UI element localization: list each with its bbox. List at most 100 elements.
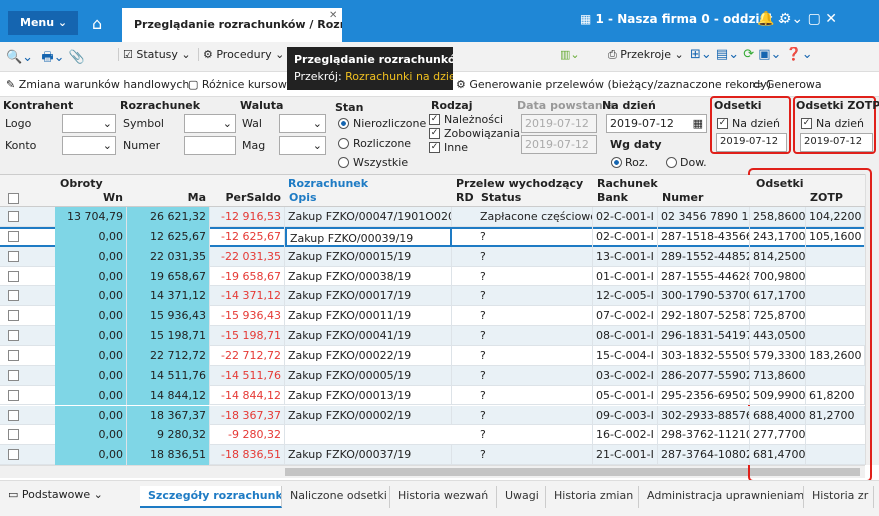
statusy-button[interactable]: ☑ Statusy ⌄ <box>118 48 191 61</box>
grid-row[interactable] <box>0 405 865 426</box>
row-checkbox[interactable] <box>8 349 19 361</box>
bottom-tab[interactable]: Naliczone odsetki <box>282 486 390 508</box>
column-header[interactable]: Bank <box>597 191 628 204</box>
grid-cell: 01-C-001-I <box>593 266 658 287</box>
action[interactable]: ▢ Różnice kursowe <box>188 78 294 91</box>
grid-row[interactable] <box>0 345 865 366</box>
radio[interactable] <box>338 138 349 149</box>
checkbox[interactable]: ✓ <box>429 128 440 139</box>
grid-cell: 14 371,12 <box>127 286 210 307</box>
grid-cell: 0,00 <box>55 326 127 346</box>
column-header[interactable]: Status <box>481 191 522 204</box>
radio[interactable] <box>611 157 622 168</box>
radio[interactable] <box>338 157 349 168</box>
column-header[interactable]: Opis <box>289 191 317 204</box>
bottom-tab[interactable]: Historia zr <box>804 486 874 508</box>
grid-cell <box>452 247 477 267</box>
symbol-select[interactable]: ⌄ <box>184 114 236 133</box>
konto-select[interactable]: ⌄ <box>62 136 116 155</box>
row-checkbox[interactable] <box>8 230 19 242</box>
grid-cell: 295-2356-695020 <box>658 385 750 406</box>
tab-title: Przeglądanie rozrachunków / Rozra <box>134 18 342 31</box>
grid-cell: -18 836,51 <box>210 445 285 466</box>
grid-cell: 14 844,12 <box>127 385 210 406</box>
column-header[interactable]: Wn <box>103 191 123 204</box>
date-input: 2019-07-12 <box>521 114 597 133</box>
column-header[interactable]: ZOTP <box>810 191 843 204</box>
grid-row[interactable] <box>0 385 865 406</box>
toolbar-right-icons2[interactable]: ⊞⌄ ▤⌄ ⟳ ▣⌄ ❓⌄ <box>690 47 813 62</box>
checkbox-label: Inne <box>444 141 468 154</box>
active-tab[interactable]: Przeglądanie rozrachunków / Rozra <box>122 8 342 42</box>
procedury-button[interactable]: ⚙ Procedury ⌄ <box>198 48 284 61</box>
grid-row[interactable] <box>0 326 865 346</box>
column-header[interactable]: RD <box>456 191 474 204</box>
wal-select[interactable]: ⌄ <box>279 114 326 133</box>
home-icon[interactable]: ⌂ <box>92 14 103 33</box>
group-header: Rachunek <box>597 177 658 190</box>
close-tab[interactable]: ✕ <box>329 10 338 21</box>
column-header[interactable]: Ma <box>187 191 206 204</box>
grid-row[interactable] <box>0 286 865 307</box>
filter-title: Na dzień <box>602 99 656 112</box>
bottom-tab[interactable]: Uwagi <box>497 486 546 508</box>
row-checkbox[interactable] <box>8 250 19 262</box>
date-input[interactable]: 2019-07-12 <box>716 133 787 152</box>
grid-row[interactable] <box>0 445 865 466</box>
horizontal-scrollbar[interactable] <box>0 465 865 478</box>
checkbox[interactable]: ✓ <box>717 118 728 129</box>
mag-select[interactable]: ⌄ <box>279 136 326 155</box>
radio[interactable] <box>666 157 677 168</box>
grid-cell: 105,1600 <box>806 226 865 247</box>
przekroje-button[interactable]: ⎙ Przekroje ⌄ <box>608 48 684 61</box>
action[interactable]: ⚙ Generowanie przelewów (bieżący/zaznacz… <box>456 78 772 91</box>
row-checkbox[interactable] <box>8 330 19 342</box>
toolbar-right-icons[interactable]: ▥⌄ <box>560 48 580 61</box>
row-checkbox[interactable] <box>8 449 19 461</box>
grid-cell: 302-2933-885766 <box>658 405 750 426</box>
bottom-tab[interactable]: Historia wezwań <box>390 486 497 508</box>
action[interactable]: ▭ Generowa <box>752 78 822 91</box>
row-checkbox[interactable] <box>8 409 19 421</box>
grid-cell: 287-1518-435666 <box>658 226 750 247</box>
grid-row[interactable] <box>0 246 865 267</box>
date-input[interactable]: 2019-07-12 <box>800 133 873 152</box>
grid-cell: ? <box>477 445 593 466</box>
icons[interactable]: 🔔 ⚙⌄ ▢ ✕ <box>757 11 838 27</box>
numer-input[interactable] <box>184 136 236 155</box>
grid-row[interactable] <box>0 207 865 227</box>
column-header[interactable]: Numer <box>662 191 704 204</box>
grid-row[interactable] <box>0 266 865 287</box>
filter-label: Mag <box>242 139 266 152</box>
bottom-tab[interactable]: Administracja uprawnieniami <box>639 486 804 508</box>
row-checkbox[interactable] <box>8 389 19 401</box>
column-header[interactable]: PerSaldo <box>225 191 282 204</box>
date-input[interactable]: 2019-07-12 ▦ <box>606 114 707 133</box>
row-checkbox[interactable] <box>8 429 19 441</box>
menu-button[interactable]: Menu ⌄ <box>8 11 78 35</box>
group-header: Rozrachunek <box>288 177 369 190</box>
row-checkbox[interactable] <box>8 310 19 322</box>
row-checkbox[interactable] <box>8 290 19 302</box>
row-checkbox[interactable] <box>8 369 19 381</box>
grid-row[interactable] <box>0 425 865 446</box>
radio[interactable] <box>338 118 349 129</box>
bottom-tab[interactable]: Historia zmian <box>546 486 639 508</box>
checkbox[interactable]: ✓ <box>429 142 440 153</box>
logo-select[interactable]: ⌄ <box>62 114 116 133</box>
action[interactable]: ✎ Zmiana warunków handlowych <box>6 78 190 91</box>
grid-row[interactable] <box>0 365 865 386</box>
row-checkbox[interactable] <box>8 270 19 282</box>
row-checkbox[interactable] <box>8 211 19 222</box>
view-selector[interactable]: ▭ Podstawowe ⌄ <box>8 488 103 501</box>
checkbox[interactable]: ✓ <box>801 118 812 129</box>
grid-cell: 681,4700 <box>750 445 806 466</box>
header-checkbox[interactable] <box>8 193 19 204</box>
grid-cell: ? <box>477 246 593 267</box>
company-selector[interactable]: ▦ 1 - Nasza firma 0 - oddział ⌄ <box>580 12 787 26</box>
vertical-scrollbar[interactable] <box>865 174 879 465</box>
checkbox[interactable]: ✓ <box>429 114 440 125</box>
toolbar-icons[interactable]: 🔍⌄ 🖶⌄ 📎 <box>6 50 85 65</box>
bottom-tab[interactable]: Szczegóły rozrachunków <box>140 486 282 508</box>
grid-row[interactable] <box>0 306 865 327</box>
